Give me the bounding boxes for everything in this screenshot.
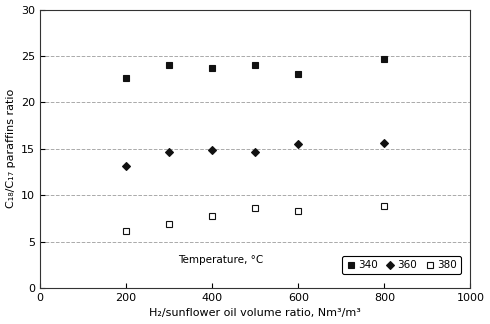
Y-axis label: C₁₈/C₁₇ paraffins ratio: C₁₈/C₁₇ paraffins ratio <box>5 89 16 208</box>
Legend: 340, 360, 380: 340, 360, 380 <box>343 256 461 274</box>
X-axis label: H₂/sunflower oil volume ratio, Nm³/m³: H₂/sunflower oil volume ratio, Nm³/m³ <box>149 308 361 318</box>
Text: Temperature, °C: Temperature, °C <box>178 255 263 265</box>
